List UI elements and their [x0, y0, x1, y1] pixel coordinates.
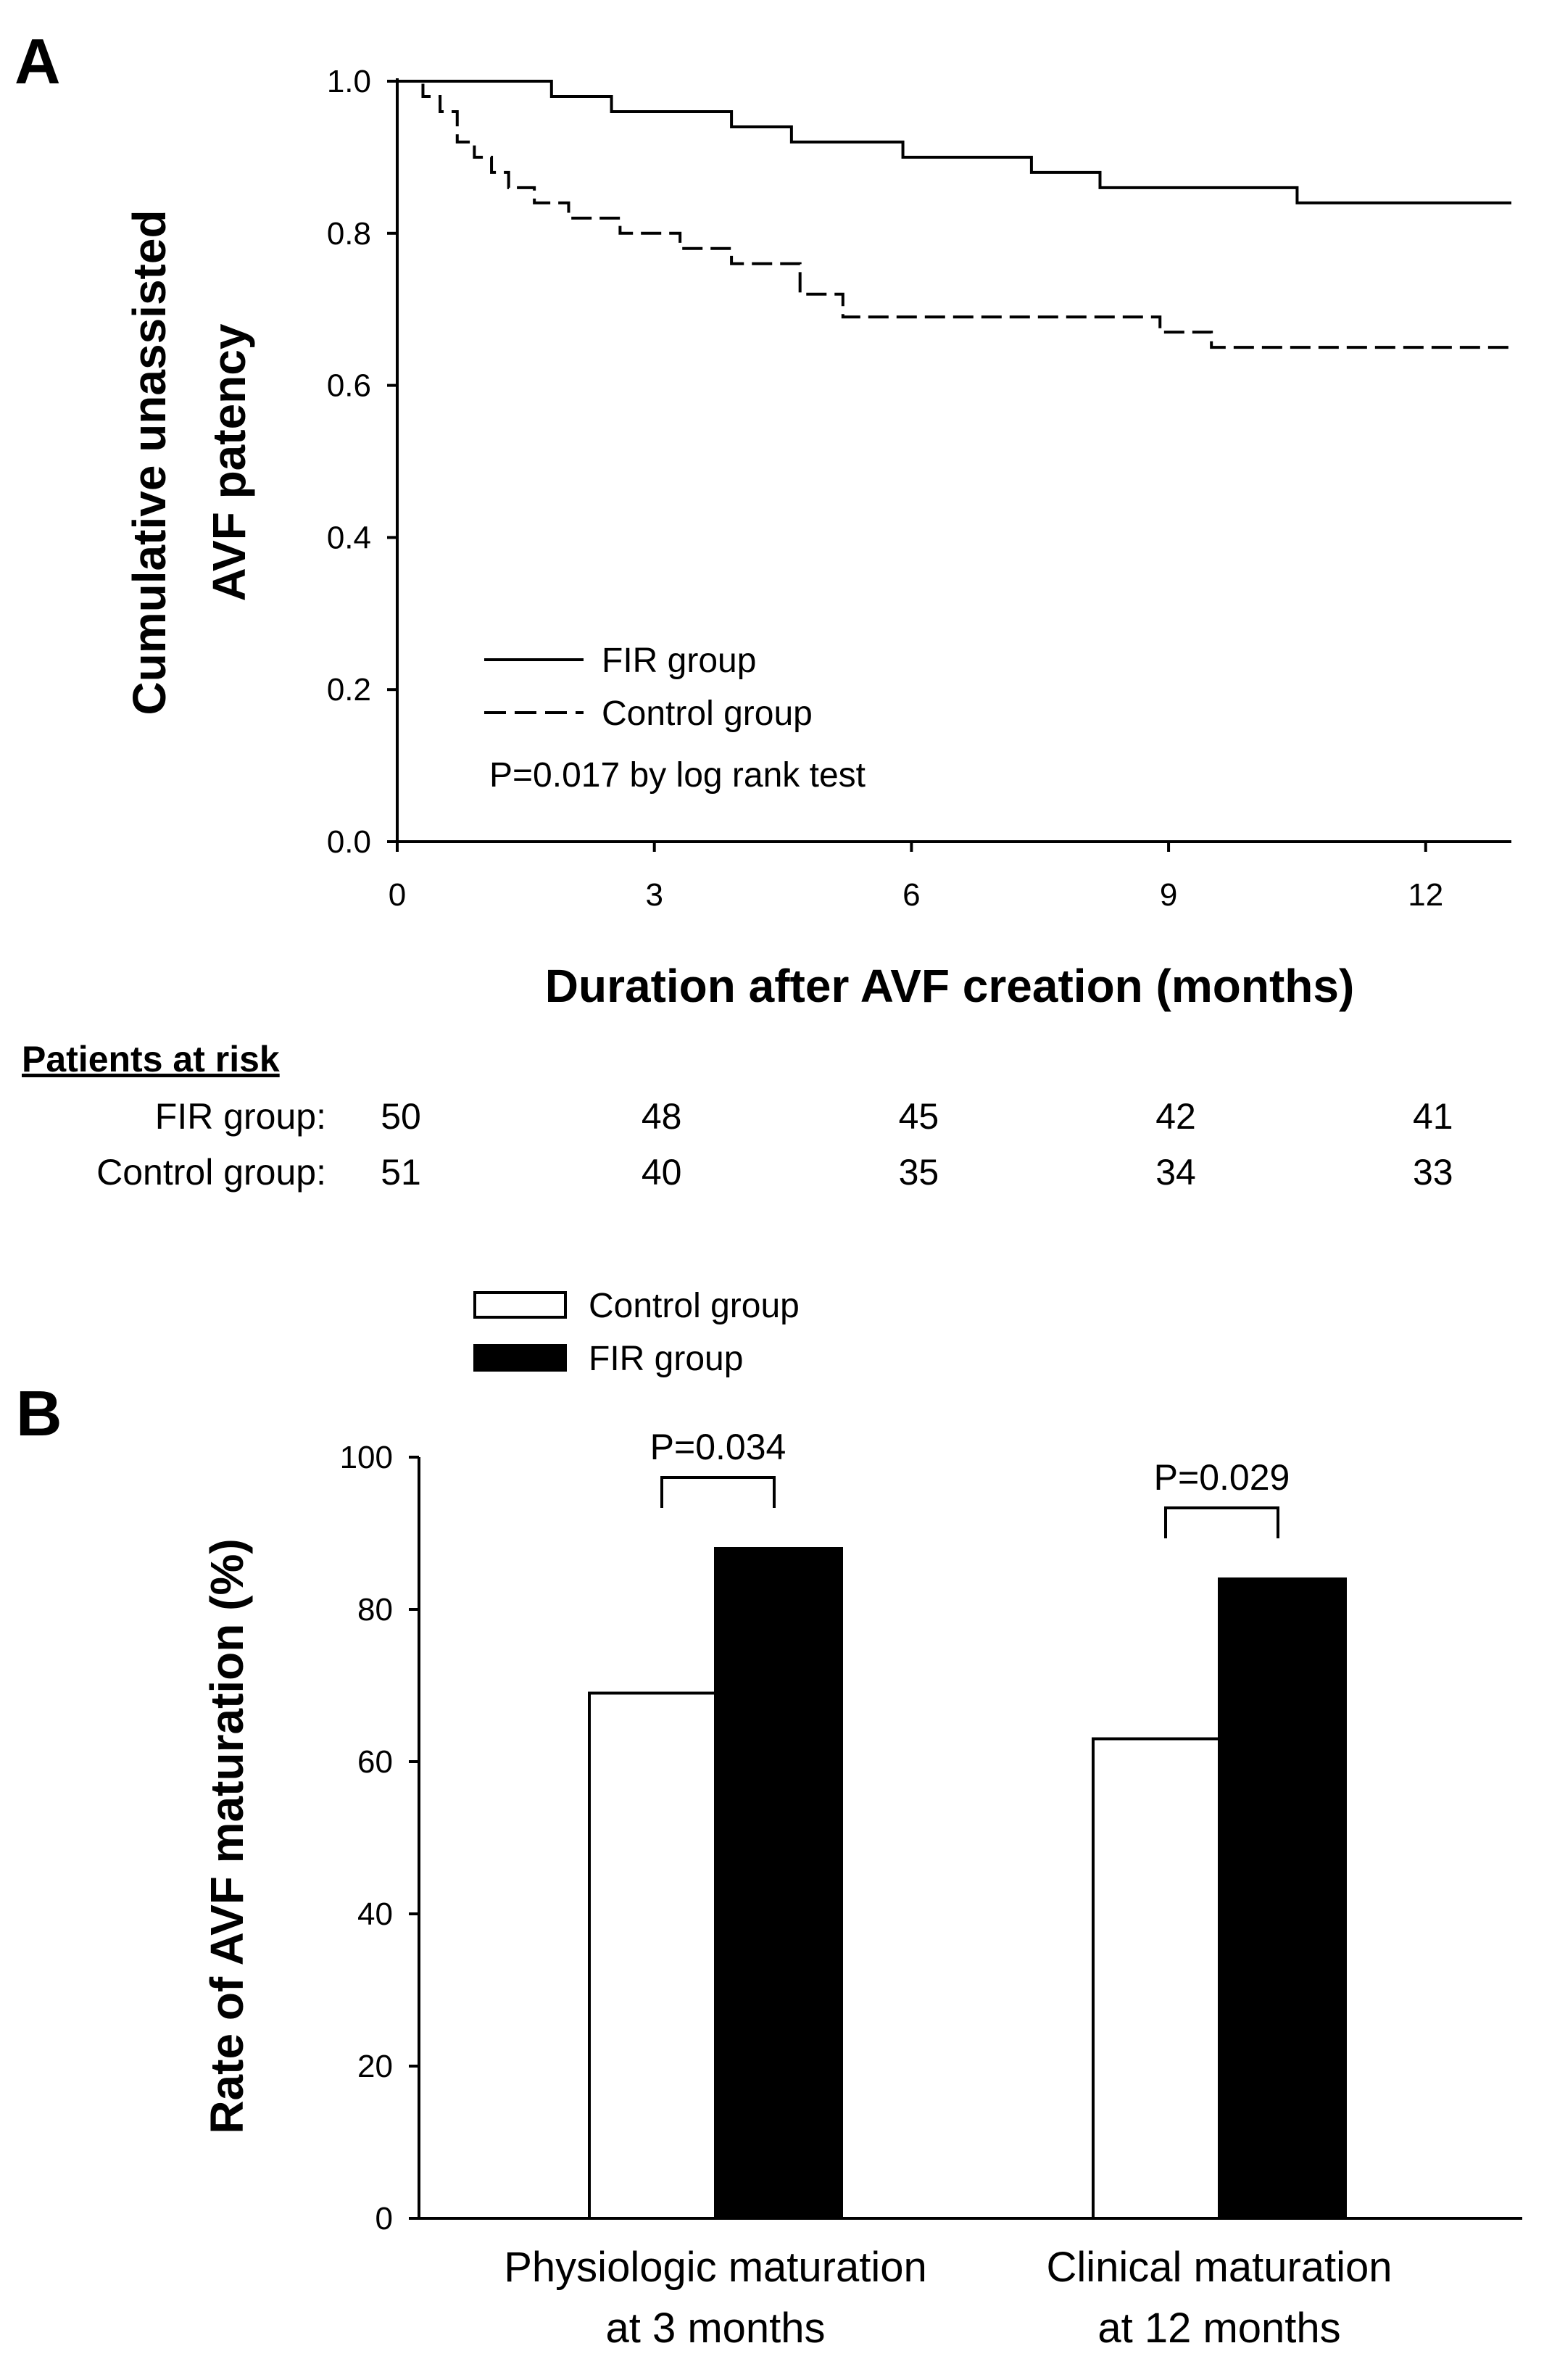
panel-a-ytick-label: 0.2: [327, 672, 371, 708]
fir-group-bar: [1218, 1577, 1347, 2220]
control-group-bar: [588, 1691, 717, 2220]
panel-a-axes: [396, 78, 1511, 843]
panel-b-letter: B: [16, 1377, 62, 1449]
legend-control-swatch: [473, 1291, 567, 1319]
panel-a-ytick-label: 0.8: [327, 216, 371, 252]
panel-a-xtick-label: 9: [1160, 877, 1177, 913]
risk-value-control: 40: [642, 1152, 682, 1193]
panel-b-ytick-label: 20: [357, 2049, 393, 2084]
category-label: Physiologic maturation: [504, 2244, 927, 2291]
panel-a-xtick-label: 0: [389, 877, 406, 913]
fir-group-bar: [714, 1547, 843, 2220]
risk-value-fir: 48: [642, 1096, 682, 1137]
category-label: Clinical maturation: [1046, 2244, 1392, 2291]
legend-fir-swatch: [473, 1344, 567, 1372]
risk-value-control: 34: [1155, 1152, 1196, 1193]
significance-bracket: [660, 1476, 776, 1508]
risk-row-control-label: Control group:: [96, 1152, 326, 1193]
risk-value-control: 35: [899, 1152, 939, 1193]
risk-value-fir: 41: [1413, 1096, 1453, 1137]
panel-b-ytick-label: 40: [357, 1896, 393, 1932]
panel-b-ytick-label: 80: [357, 1592, 393, 1628]
panel-a-ytick-label: 0.6: [327, 368, 371, 404]
panel-b-axes: [418, 1457, 1522, 2220]
legend-b-fir-label: FIR group: [589, 1340, 743, 1378]
significance-p-value: P=0.034: [650, 1427, 786, 1467]
panel-a-xtick-label: 12: [1408, 877, 1443, 913]
panel-a-xlabel: Duration after AVF creation (months): [545, 960, 1355, 1012]
risk-value-control: 51: [381, 1152, 421, 1193]
risk-table: Patients at risk FIR group: Control grou…: [22, 1039, 1453, 1193]
fir-group-curve: [397, 80, 1511, 204]
panel-a-y-ticks: 0.0 0.2 0.4 0.6 0.8 1.0: [327, 64, 397, 860]
panel-b-ytick-label: 60: [357, 1744, 393, 1780]
panel-a-xtick-label: 3: [645, 877, 663, 913]
panel-a-legend: FIR group Control group P=0.017 by log r…: [484, 642, 866, 795]
panel-a-ytick-label: 0.4: [327, 520, 371, 555]
risk-value-fir: 50: [381, 1096, 421, 1137]
control-group-bar: [1092, 1737, 1221, 2220]
legend-b-control-label: Control group: [589, 1287, 800, 1325]
significance-p-value: P=0.029: [1154, 1457, 1290, 1498]
panel-a-ylabel-line1: Cumulative unassisted: [123, 210, 175, 715]
panel-a-xtick-label: 6: [902, 877, 920, 913]
panel-b-significance: P=0.034 P=0.029: [650, 1427, 1290, 1538]
panel-b-ylabel: Rate of AVF maturation (%): [201, 1538, 253, 2134]
risk-value-fir: 45: [899, 1096, 939, 1137]
panel-b-bars: [588, 1547, 1347, 2220]
legend-control-label: Control group: [602, 694, 813, 733]
panel-a-x-ticks: 0 3 6 9 12: [389, 842, 1443, 913]
category-label: at 12 months: [1097, 2305, 1340, 2352]
control-group-curve: [397, 80, 1511, 349]
risk-row-fir-label: FIR group:: [155, 1096, 326, 1137]
logrank-p-value: P=0.017 by log rank test: [489, 756, 866, 795]
legend-fir-label: FIR group: [602, 642, 756, 680]
panel-a-series: [397, 80, 1511, 349]
significance-bracket: [1164, 1506, 1279, 1538]
panel-b-y-ticks: 0 20 40 60 80 100: [340, 1440, 419, 2236]
risk-table-title: Patients at risk: [22, 1039, 280, 1079]
panel-a-letter: A: [14, 25, 61, 97]
category-label: at 3 months: [605, 2305, 825, 2352]
panel-a-ylabel-line2: AVF patency: [203, 323, 255, 601]
risk-value-fir: 42: [1155, 1096, 1196, 1137]
panel-a-ytick-label: 1.0: [327, 64, 371, 99]
risk-value-control: 33: [1413, 1152, 1453, 1193]
panel-b-ytick-label: 100: [340, 1440, 393, 1475]
panel-b-legend: Control group FIR group: [473, 1287, 800, 1378]
panel-a-ytick-label: 0.0: [327, 824, 371, 860]
panel-b-category-labels: Physiologic maturation at 3 months Clinica…: [504, 2244, 1392, 2352]
panel-b-ytick-label: 0: [375, 2201, 393, 2236]
